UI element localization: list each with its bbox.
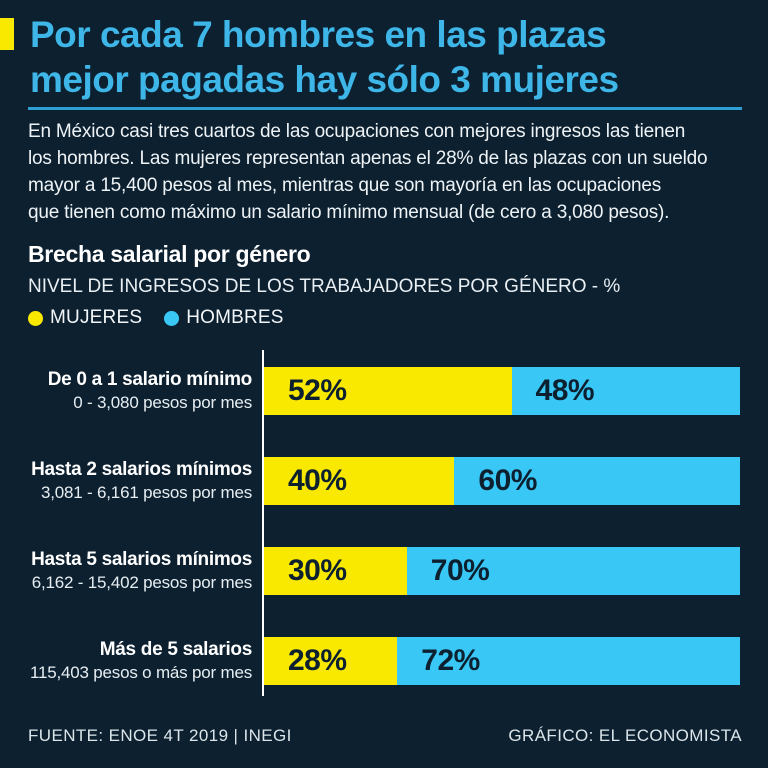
chart-row: Hasta 5 salarios mínimos 6,162 - 15,402 …	[28, 526, 740, 616]
category-range-label: 3,081 - 6,161 pesos por mes	[40, 483, 252, 502]
chart-subheading: NIVEL DE INGRESOS DE LOS TRABAJADORES PO…	[28, 276, 621, 297]
chart-heading: Brecha salarial por género	[28, 241, 311, 267]
intro-paragraph: En México casi tres cuartos de las ocupa…	[28, 121, 708, 223]
legend-dot-icon-mujeres	[28, 310, 43, 326]
stacked-bar: 30% 70%	[264, 547, 740, 595]
bar-segment-mujeres: 52%	[264, 367, 512, 415]
chart-rows: De 0 a 1 salario mínimo 0 - 3,080 pesos …	[28, 346, 740, 706]
legend-item-mujeres: MUJERES	[28, 307, 142, 329]
category-range-label: 0 - 3,080 pesos por mes	[73, 393, 252, 412]
credit-text: GRÁFICO: EL ECONOMISTA	[508, 726, 742, 745]
bar-segment-hombres: 48%	[511, 367, 740, 415]
bar-segment-mujeres: 30%	[264, 547, 407, 595]
chart-legend: MUJERES HOMBRES	[28, 307, 284, 329]
stacked-bar: 52% 48%	[264, 367, 740, 415]
stacked-bar: 40% 60%	[264, 457, 740, 505]
title-divider	[28, 107, 742, 110]
bar-segment-mujeres: 28%	[264, 637, 398, 685]
chart-row: De 0 a 1 salario mínimo 0 - 3,080 pesos …	[28, 346, 740, 436]
row-label-group: Hasta 2 salarios mínimos 3,081 - 6,161 p…	[28, 458, 264, 504]
page-title: Por cada 7 hombres en las plazas mejor p…	[30, 14, 619, 100]
footer: FUENTE: ENOE 4T 2019 | INEGI GRÁFICO: EL…	[28, 726, 742, 746]
legend-label: MUJERES	[50, 307, 143, 328]
bar-segment-hombres: 60%	[454, 457, 740, 505]
category-range-label: 115,403 pesos o más por mes	[29, 663, 252, 682]
chart-row: Más de 5 salarios 115,403 pesos o más po…	[28, 616, 740, 706]
category-label: Hasta 2 salarios mínimos	[31, 459, 252, 480]
row-label-group: Más de 5 salarios 115,403 pesos o más po…	[28, 638, 264, 684]
source-text: FUENTE: ENOE 4T 2019 | INEGI	[28, 726, 292, 745]
category-range-label: 6,162 - 15,402 pesos por mes	[31, 573, 252, 592]
legend-label: HOMBRES	[186, 307, 284, 328]
stacked-bar: 28% 72%	[264, 637, 740, 685]
accent-square	[0, 18, 14, 50]
chart-row: Hasta 2 salarios mínimos 3,081 - 6,161 p…	[28, 436, 740, 526]
category-label: De 0 a 1 salario mínimo	[47, 369, 253, 390]
legend-item-hombres: HOMBRES	[164, 307, 283, 329]
axis-line	[262, 350, 264, 696]
legend-dot-icon-hombres	[164, 310, 180, 326]
category-label: Hasta 5 salarios mínimos	[31, 549, 252, 570]
bar-segment-hombres: 72%	[397, 637, 740, 685]
row-label-group: De 0 a 1 salario mínimo 0 - 3,080 pesos …	[28, 368, 264, 414]
bar-chart: De 0 a 1 salario mínimo 0 - 3,080 pesos …	[28, 346, 740, 698]
row-label-group: Hasta 5 salarios mínimos 6,162 - 15,402 …	[28, 548, 264, 594]
category-label: Más de 5 salarios	[99, 639, 253, 660]
bar-segment-mujeres: 40%	[264, 457, 455, 505]
bar-segment-hombres: 70%	[406, 547, 740, 595]
